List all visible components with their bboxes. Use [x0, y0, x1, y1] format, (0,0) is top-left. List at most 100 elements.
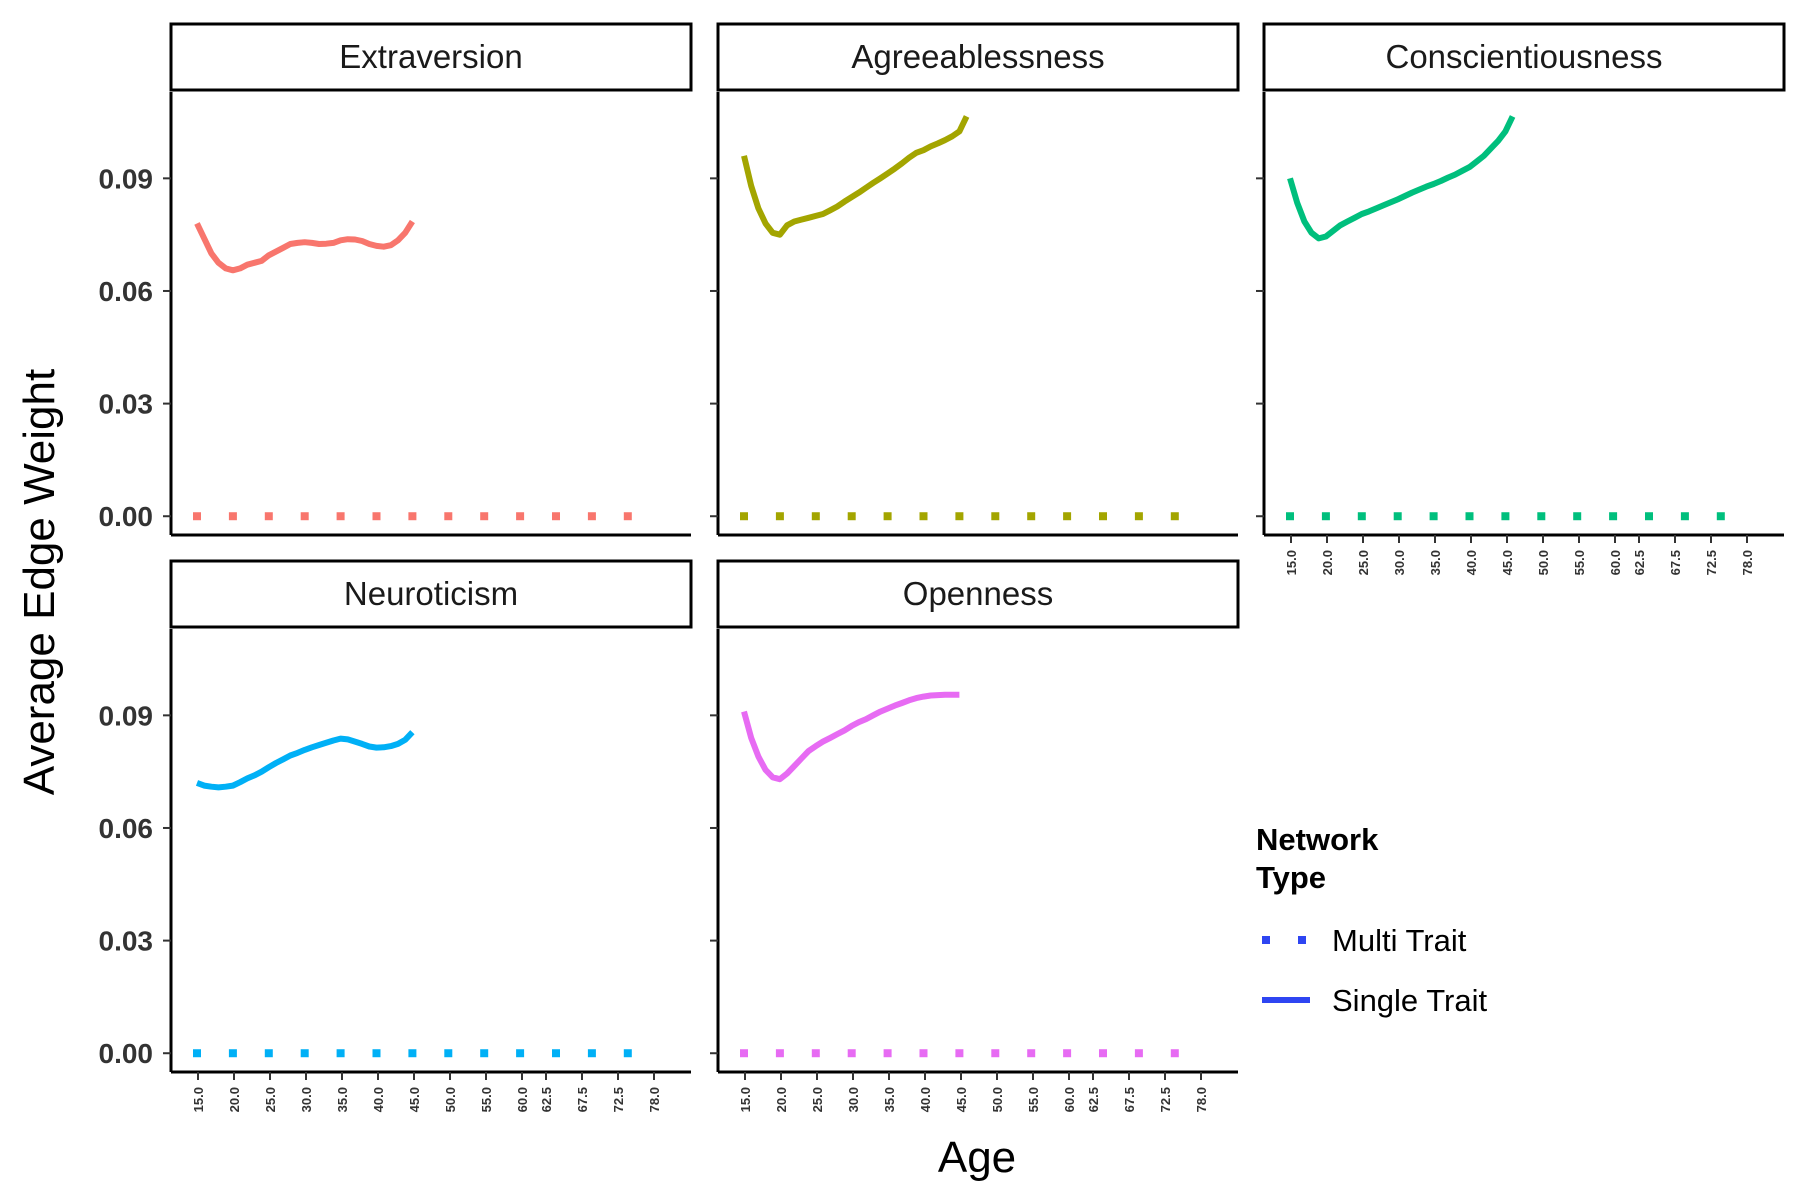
multi-trait-point — [1645, 512, 1653, 521]
multi-trait-point — [623, 1049, 632, 1058]
multi-trait-point — [1680, 512, 1689, 521]
multi-trait-point — [408, 512, 417, 521]
multi-trait-point — [1063, 1049, 1072, 1058]
multi-trait-point — [1099, 1049, 1107, 1058]
x-tick-label: 35.0 — [882, 1087, 897, 1112]
y-tick-label: 0.06 — [99, 276, 154, 307]
multi-trait-point — [1027, 512, 1036, 521]
multi-trait-point — [811, 512, 820, 521]
legend-label: Multi Trait — [1332, 923, 1467, 958]
x-tick-label: 78.0 — [1194, 1087, 1209, 1112]
x-tick-label: 45.0 — [407, 1087, 422, 1112]
multi-trait-point — [1501, 512, 1510, 521]
facet-strip-box — [716, 22, 1240, 92]
x-tick-label: 60.0 — [1062, 1087, 1077, 1112]
x-tick-label: 20.0 — [774, 1087, 789, 1112]
multi-trait-point — [480, 512, 489, 521]
series-multi-trait — [740, 1049, 1179, 1058]
multi-trait-point — [1716, 512, 1725, 521]
legend-key-dotted — [1262, 936, 1306, 944]
series-multi-trait — [1286, 512, 1725, 521]
multi-trait-point — [372, 512, 381, 521]
multi-trait-point — [740, 512, 748, 521]
multi-trait-point — [847, 512, 856, 521]
multi-trait-point — [1321, 512, 1330, 521]
multi-trait-point — [300, 1049, 309, 1058]
x-tick-label: 25.0 — [263, 1087, 278, 1112]
multi-trait-point — [552, 1049, 560, 1058]
x-tick-label: 50.0 — [443, 1087, 458, 1112]
x-tick-label: 62.5 — [1086, 1087, 1101, 1112]
series-multi-trait — [193, 512, 632, 521]
x-tick-label: 62.5 — [539, 1087, 554, 1112]
multi-trait-point — [1286, 512, 1294, 521]
y-tick-label: 0.00 — [99, 1038, 154, 1069]
multi-trait-point — [516, 1049, 525, 1058]
y-tick-label: 0.09 — [99, 163, 154, 194]
facet-strip-box — [169, 22, 693, 92]
series-single-trait-line — [1287, 115, 1516, 242]
multi-trait-point — [1027, 1049, 1036, 1058]
facet-strip-box — [1262, 22, 1786, 92]
x-tick-label: 62.5 — [1632, 550, 1647, 575]
x-tick-label: 45.0 — [954, 1087, 969, 1112]
x-tick-label: 72.5 — [1158, 1087, 1173, 1112]
multi-trait-point — [623, 512, 632, 521]
panel-agreeablessness: Agreeablessness — [710, 22, 1240, 537]
x-tick-label: 78.0 — [1740, 550, 1755, 575]
x-axis-title: Age — [938, 1133, 1016, 1182]
multi-trait-point — [1429, 512, 1438, 521]
x-tick-label: 20.0 — [1320, 550, 1335, 575]
y-tick-label: 0.06 — [99, 813, 154, 844]
multi-trait-point — [883, 512, 892, 521]
multi-trait-point — [740, 1049, 748, 1058]
x-tick-label: 72.5 — [611, 1087, 626, 1112]
multi-trait-point — [775, 512, 784, 521]
multi-trait-point — [847, 1049, 856, 1058]
multi-trait-point — [587, 1049, 596, 1058]
series-single-trait-line — [741, 691, 960, 783]
panel-neuroticism: Neuroticism 0.00 0.03 0.06 0.09 15.0 20.0 25.0 3… — [99, 559, 693, 1112]
multi-trait-point — [193, 1049, 201, 1058]
multi-trait-point — [228, 1049, 237, 1058]
multi-trait-point — [1393, 512, 1402, 521]
x-tick-label: 25.0 — [1356, 550, 1371, 575]
x-tick-label: 40.0 — [1464, 550, 1479, 575]
y-tick-label: 0.09 — [99, 700, 154, 731]
facet-strip-box — [716, 559, 1240, 629]
multi-trait-point — [480, 1049, 489, 1058]
facet-strip-label: Extraversion — [339, 38, 522, 75]
multi-trait-point — [264, 1049, 273, 1058]
multi-trait-point — [919, 512, 928, 521]
x-tick-label: 50.0 — [990, 1087, 1005, 1112]
x-tick-label: 67.5 — [575, 1087, 590, 1112]
facet-strip: Neuroticism — [169, 559, 693, 629]
multi-trait-point — [1134, 512, 1143, 521]
x-tick-label: 30.0 — [299, 1087, 314, 1112]
multi-trait-point — [193, 512, 201, 521]
multi-trait-point — [516, 512, 525, 521]
x-tick-label: 67.5 — [1668, 550, 1683, 575]
x-tick-label: 15.0 — [738, 1087, 753, 1112]
multi-trait-point — [1609, 512, 1618, 521]
x-tick-label: 67.5 — [1122, 1087, 1137, 1112]
x-tick-label: 72.5 — [1704, 550, 1719, 575]
multi-trait-point — [991, 512, 1000, 521]
multi-trait-point — [991, 1049, 1000, 1058]
legend-label: Single Trait — [1332, 983, 1487, 1018]
x-tick-label: 25.0 — [810, 1087, 825, 1112]
facet-strip-label: Openness — [903, 575, 1053, 612]
multi-trait-point — [1357, 512, 1366, 521]
y-tick-label: 0.00 — [99, 501, 154, 532]
multi-trait-point — [444, 512, 453, 521]
facet-strip: Openness — [716, 559, 1240, 629]
legend-title: Network — [1256, 822, 1379, 857]
x-tick-label: 40.0 — [371, 1087, 386, 1112]
x-tick-label: 78.0 — [647, 1087, 662, 1112]
x-tick-label: 45.0 — [1500, 550, 1515, 575]
x-tick-label: 55.0 — [479, 1087, 494, 1112]
facet-strip-label: Agreeablessness — [851, 38, 1104, 75]
panel-openness: Openness 15.0 20.0 25.0 30.0 35.0 40.0 45.0 50.0… — [710, 559, 1240, 1112]
